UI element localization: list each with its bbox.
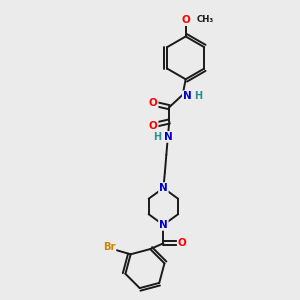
Text: Br: Br [103,242,116,253]
Text: O: O [181,15,190,25]
Text: N: N [159,183,168,193]
Text: N: N [159,220,168,230]
Text: O: O [149,121,158,130]
Text: CH₃: CH₃ [197,15,214,24]
Text: H: H [194,91,202,101]
Text: N: N [164,132,173,142]
Text: O: O [149,98,158,108]
Text: O: O [178,238,187,248]
Text: N: N [183,91,191,101]
Text: H: H [153,132,161,142]
